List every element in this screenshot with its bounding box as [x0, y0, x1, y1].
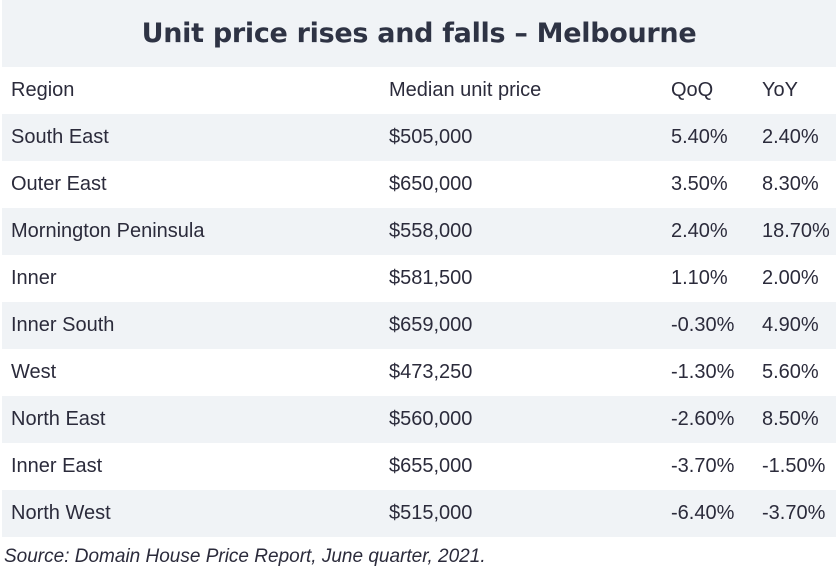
qoq-cell: -3.70%	[662, 443, 753, 490]
table-row: Inner $581,500 1.10% 2.00%	[2, 255, 836, 302]
price-cell: $505,000	[380, 114, 662, 161]
yoy-cell: 8.30%	[753, 161, 836, 208]
yoy-cell: -1.50%	[753, 443, 836, 490]
qoq-cell: -6.40%	[662, 490, 753, 537]
price-cell: $659,000	[380, 302, 662, 349]
qoq-cell: -2.60%	[662, 396, 753, 443]
column-header-qoq: QoQ	[662, 67, 753, 114]
qoq-cell: -0.30%	[662, 302, 753, 349]
price-cell: $650,000	[380, 161, 662, 208]
table-row: North West $515,000 -6.40% -3.70%	[2, 490, 836, 537]
header-row: Region Median unit price QoQ YoY	[2, 67, 836, 114]
region-cell: Inner South	[2, 302, 380, 349]
region-cell: South East	[2, 114, 380, 161]
region-cell: West	[2, 349, 380, 396]
price-cell: $581,500	[380, 255, 662, 302]
table-row: West $473,250 -1.30% 5.60%	[2, 349, 836, 396]
table-row: Inner South $659,000 -0.30% 4.90%	[2, 302, 836, 349]
table-row: Outer East $650,000 3.50% 8.30%	[2, 161, 836, 208]
qoq-cell: 3.50%	[662, 161, 753, 208]
yoy-cell: 8.50%	[753, 396, 836, 443]
column-header-yoy: YoY	[753, 67, 836, 114]
price-cell: $558,000	[380, 208, 662, 255]
source-caption: Source: Domain House Price Report, June …	[4, 546, 486, 567]
price-cell: $473,250	[380, 349, 662, 396]
column-header-price: Median unit price	[380, 67, 662, 114]
qoq-cell: 1.10%	[662, 255, 753, 302]
table-row: Inner East $655,000 -3.70% -1.50%	[2, 443, 836, 490]
yoy-cell: 18.70%	[753, 208, 836, 255]
price-cell: $515,000	[380, 490, 662, 537]
table-row: Mornington Peninsula $558,000 2.40% 18.7…	[2, 208, 836, 255]
table-row: North East $560,000 -2.60% 8.50%	[2, 396, 836, 443]
column-header-region: Region	[2, 67, 380, 114]
table-row: South East $505,000 5.40% 2.40%	[2, 114, 836, 161]
yoy-cell: 2.40%	[753, 114, 836, 161]
price-cell: $560,000	[380, 396, 662, 443]
region-cell: Mornington Peninsula	[2, 208, 380, 255]
region-cell: Inner East	[2, 443, 380, 490]
price-table: Region Median unit price QoQ YoY South E…	[2, 67, 836, 537]
yoy-cell: 5.60%	[753, 349, 836, 396]
price-table-container: Unit price rises and falls – Melbourne R…	[2, 0, 836, 537]
yoy-cell: 4.90%	[753, 302, 836, 349]
yoy-cell: -3.70%	[753, 490, 836, 537]
qoq-cell: -1.30%	[662, 349, 753, 396]
qoq-cell: 5.40%	[662, 114, 753, 161]
region-cell: North East	[2, 396, 380, 443]
price-cell: $655,000	[380, 443, 662, 490]
yoy-cell: 2.00%	[753, 255, 836, 302]
qoq-cell: 2.40%	[662, 208, 753, 255]
region-cell: North West	[2, 490, 380, 537]
table-title: Unit price rises and falls – Melbourne	[141, 18, 697, 49]
table-title-bar: Unit price rises and falls – Melbourne	[2, 0, 836, 67]
region-cell: Inner	[2, 255, 380, 302]
region-cell: Outer East	[2, 161, 380, 208]
